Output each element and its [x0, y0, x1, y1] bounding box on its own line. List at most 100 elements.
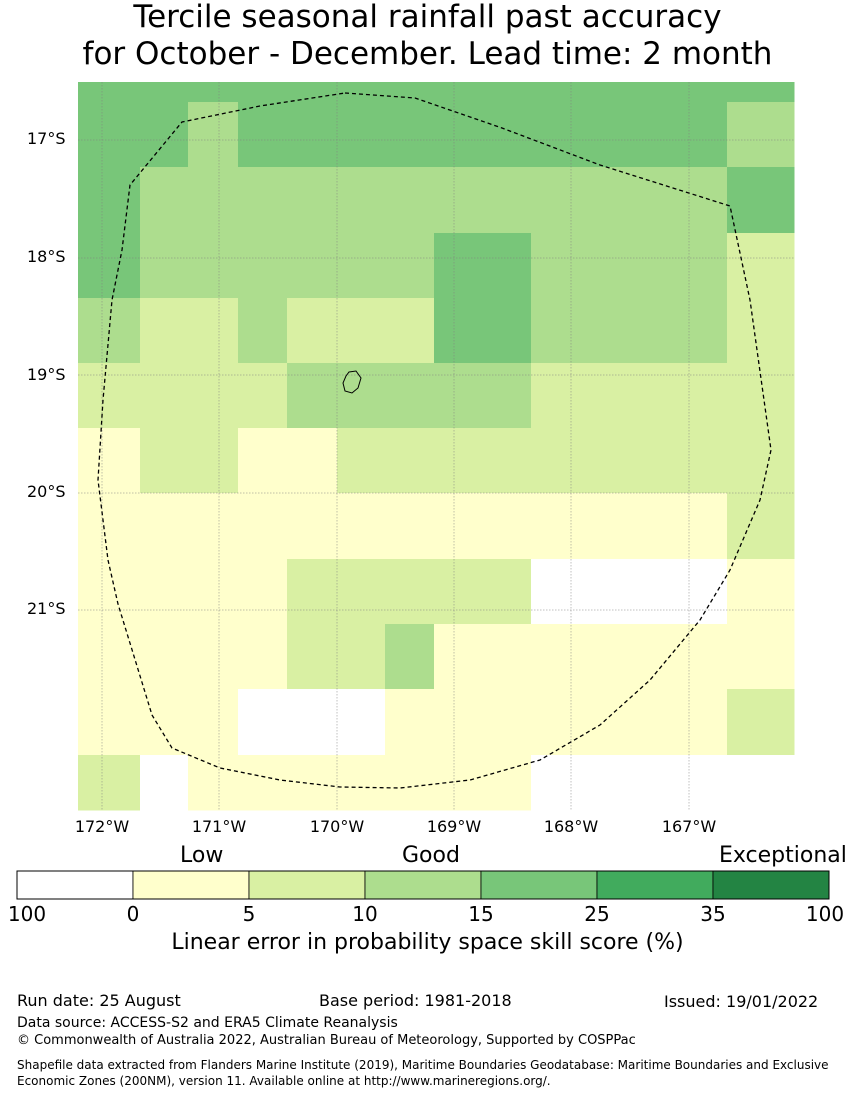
colorbar-title: Linear error in probability space skill …: [171, 930, 684, 955]
grid-cell-medium: [727, 102, 795, 168]
grid-cell-good: [188, 82, 239, 103]
grid-cell-none: [531, 559, 630, 625]
grid-cell-low: [434, 559, 532, 625]
grid-cell-verylow: [78, 559, 141, 625]
grid-cell-verylow: [238, 428, 288, 494]
grid-cell-medium: [140, 233, 189, 299]
grid-cell-verylow: [434, 689, 532, 756]
grid-cell-low: [337, 559, 386, 625]
grid-cell-low: [287, 559, 338, 625]
colorbar-category-good: Good: [402, 843, 460, 868]
grid-cell-low: [140, 428, 189, 494]
grid-cell-medium: [188, 233, 239, 299]
grid-cell-verylow: [188, 755, 239, 811]
grid-cell-medium: [188, 167, 239, 234]
grid-cell-verylow: [434, 755, 532, 811]
grid-cell-good: [287, 82, 338, 103]
grid-cell-verylow: [434, 493, 532, 560]
lon-label-172w: 172°W: [74, 817, 130, 836]
grid-cell-good: [629, 82, 728, 103]
grid-cell-none: [629, 559, 728, 625]
colorbar-bin: [132, 870, 250, 900]
shapefile-credit-line-1: Shapefile data extracted from Flanders M…: [17, 1058, 829, 1072]
colorbar-tick: 0: [126, 902, 140, 926]
colorbar-tick: 35: [700, 902, 726, 926]
grid-cell-low: [629, 428, 728, 494]
grid-cell-low: [140, 298, 189, 364]
grid-cell-good: [531, 102, 630, 168]
grid-cell-good: [238, 82, 288, 103]
title-line-1: Tercile seasonal rainfall past accuracy: [133, 0, 722, 35]
colorbar-tick: 10: [352, 902, 378, 926]
lat-label-20s: 20°S: [27, 482, 66, 501]
grid-cell-medium: [337, 233, 386, 299]
grid-cell-medium: [238, 167, 288, 234]
grid-cell-verylow: [188, 559, 239, 625]
grid-cell-low: [629, 363, 728, 429]
grid-cell-verylow: [238, 559, 288, 625]
copyright: © Commonwealth of Australia 2022, Austra…: [17, 1033, 636, 1048]
colorbar-tick: 15: [468, 902, 494, 926]
grid-cell-verylow: [238, 755, 288, 811]
grid-cell-good: [337, 102, 386, 168]
grid-cell-medium: [337, 363, 386, 429]
grid-cell-verylow: [238, 624, 288, 690]
grid-cell-verylow: [140, 493, 189, 560]
grid-cell-medium: [287, 363, 338, 429]
grid-cell-good: [78, 233, 141, 299]
colorbar-category-low: Low: [180, 843, 224, 868]
grid-cell-verylow: [385, 493, 435, 560]
grid-cell-verylow: [140, 559, 189, 625]
grid-cell-good: [434, 233, 532, 299]
grid-cell-verylow: [531, 624, 630, 690]
grid-cell-good: [287, 102, 338, 168]
grid-cell-verylow: [287, 493, 338, 560]
grid-cell-good: [337, 82, 386, 103]
grid-cell-good: [434, 82, 532, 103]
grid-cell-medium: [385, 363, 435, 429]
grid-cell-good: [238, 102, 288, 168]
grid-cell-none: [238, 689, 288, 756]
skill-grid: [78, 82, 795, 811]
grid-cell-verylow: [188, 493, 239, 560]
grid-cell-medium: [238, 298, 288, 364]
grid-cell-good: [140, 82, 189, 103]
grid-cell-verylow: [140, 624, 189, 690]
graticule: [78, 82, 794, 810]
grid-cell-low: [287, 298, 338, 364]
colorbar-tick: 100: [805, 902, 845, 926]
grid-cell-verylow: [78, 493, 141, 560]
colorbar-bin: [16, 870, 134, 900]
grid-cell-low: [188, 428, 239, 494]
grid-cell-verylow: [629, 689, 728, 756]
issued-date: Issued: 19/01/2022: [664, 992, 819, 1011]
grid-cell-verylow: [188, 624, 239, 690]
grid-cell-verylow: [337, 755, 386, 811]
grid-cell-good: [385, 102, 435, 168]
grid-cell-low: [531, 363, 630, 429]
base-period: Base period: 1981-2018: [319, 991, 512, 1010]
grid-cell-verylow: [78, 428, 141, 494]
grid-cell-none: [629, 755, 728, 811]
grid-cell-verylow: [238, 493, 288, 560]
grid-cell-verylow: [434, 624, 532, 690]
grid-cell-low: [385, 428, 435, 494]
lon-label-167w: 167°W: [661, 817, 717, 836]
grid-cell-verylow: [385, 755, 435, 811]
grid-cell-none: [337, 689, 386, 756]
grid-cell-none: [287, 689, 338, 756]
colorbar-outline: [16, 870, 830, 900]
grid-cell-medium: [531, 233, 630, 299]
eez-boundary: [97, 92, 772, 789]
lat-label-17s: 17°S: [27, 129, 66, 148]
grid-cell-low: [727, 363, 795, 429]
grid-cell-low: [287, 624, 338, 690]
grid-cell-medium: [287, 167, 338, 234]
grid-cell-good: [78, 102, 141, 168]
grid-cell-medium: [385, 624, 435, 690]
grid-cell-good: [78, 167, 141, 234]
grid-cell-medium: [140, 167, 189, 234]
grid-cell-good: [140, 102, 189, 168]
grid-cell-low: [727, 493, 795, 560]
